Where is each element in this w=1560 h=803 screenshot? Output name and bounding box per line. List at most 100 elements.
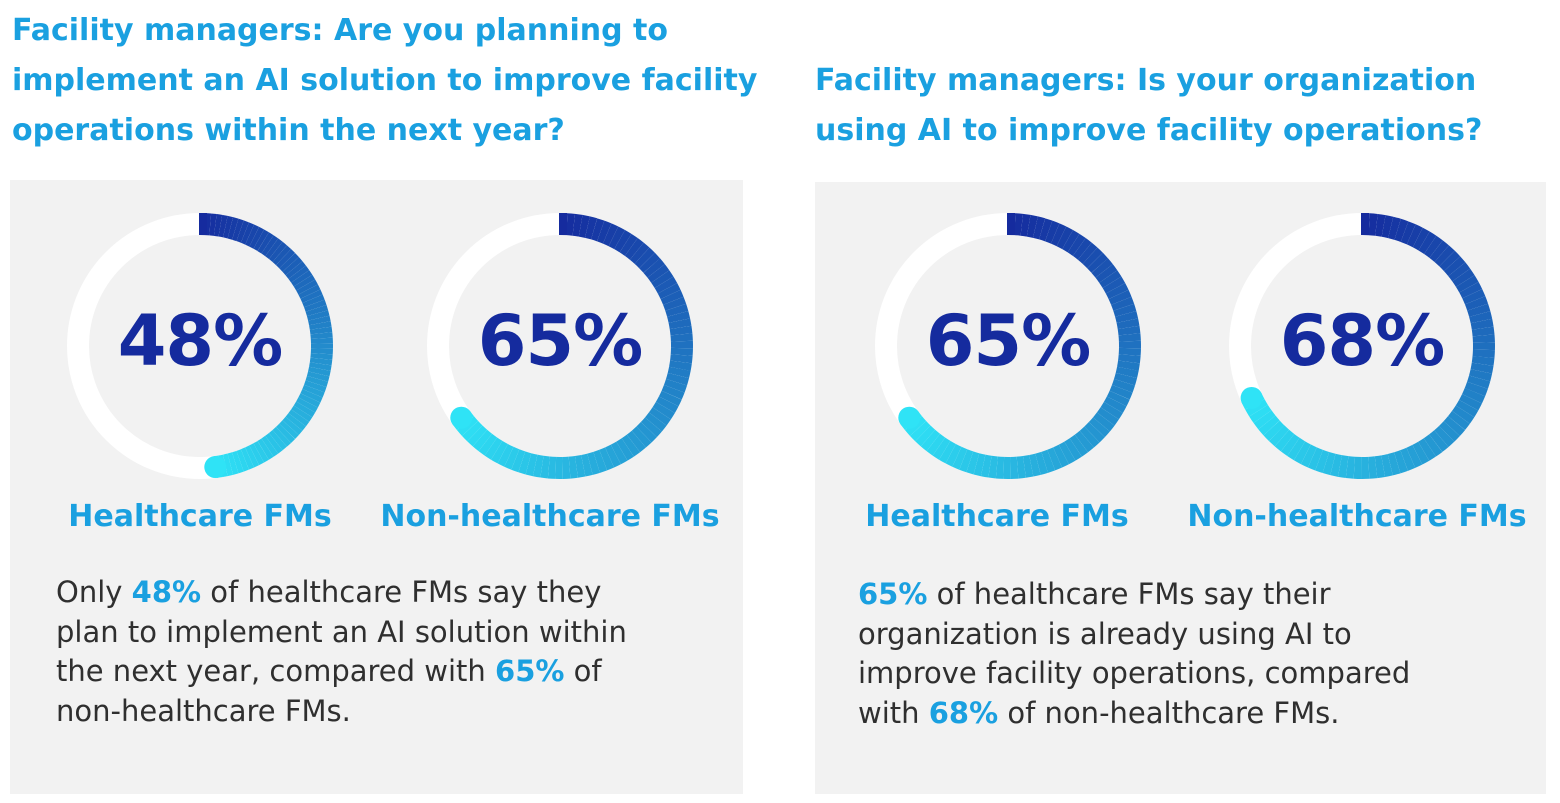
donut-arc-segment [1103,396,1127,413]
donut-arc-segment [279,252,299,272]
donut-arc-segment [1418,438,1436,461]
donut-arc-segment [305,304,329,317]
donut-arc-segment [532,454,544,478]
donut-arc-segment [574,454,586,478]
donut-arc-segment [590,218,605,242]
highlight-percent: 65% [858,577,928,611]
description-segment: with [858,695,929,730]
donut-arc-segment [1375,213,1386,237]
donut-arc-segment [249,226,265,249]
donut-arc-segment [1462,288,1486,305]
donut-value-arc [199,213,333,479]
donut-arc-end-cap [204,456,227,479]
donut-arc-segment [268,429,287,451]
donut-arc-segment [291,270,313,287]
donut-arc-segment [308,315,331,326]
donut-arc-start-cap [559,213,567,235]
donut-arc-segment [472,429,493,452]
donut-arc-segment [249,443,265,466]
donut-arc-segment [1400,447,1416,471]
donut-arc-segment [461,420,483,442]
donut-arc-segment [655,396,679,413]
donut-arc-segment [1041,449,1056,473]
donut-arc-segment [272,245,292,266]
donut-arc-segment [1062,229,1080,253]
donut-arc-segment [1467,375,1491,389]
donut-arc-segment [939,440,956,464]
donut-arc-segment [253,229,269,252]
donut-arc-segment [282,257,303,276]
donut-arc-segment [605,444,621,468]
donut-arc-segment [1439,250,1461,272]
donut-value-arc [898,213,1141,479]
donut-arc-segment [602,223,619,247]
donut-arc-segment [300,289,323,304]
donut-arc-start-cap [1007,213,1015,235]
donut-arc-segment [478,433,498,456]
highlight-percent: 68% [928,695,999,730]
donut-arc-segment [223,215,234,239]
description-segment: plan to implement an AI solution within [56,614,627,649]
donut-arc-segment [1115,311,1139,323]
donut-arc-segment [298,393,321,408]
donut-arc-segment [1099,270,1122,289]
donut-arc-segment [639,252,660,273]
donut-arc-segment [1447,410,1470,431]
donut-arc-segment [669,325,693,336]
description-line: plan to implement an AI solution within [56,613,627,653]
donut-chart-non-healthcare: 65% [415,201,705,491]
donut-arc-segment [279,420,299,440]
donut-arc-segment [227,452,239,475]
donut-arc-segment [1434,425,1455,447]
description-segment: of healthcare FMs say their [927,577,1331,611]
donut-arc-segment [1469,311,1493,324]
donut-arc-segment [304,299,327,312]
donut-arc-segment [1470,362,1494,374]
stats-card: 48% 65% Healthcare FMs Non-healthcare FM… [10,180,743,794]
donut-arc-segment [959,449,974,473]
donut-arc-segment [1443,416,1466,437]
description-line: non-healthcare FMs. [56,692,627,732]
description-segment: non-healthcare FMs. [56,693,351,728]
donut-arc-segment [1394,450,1408,474]
donut-arc-segment [1423,434,1443,457]
donut-svg [1229,212,1495,479]
donut-arc-segment [1079,426,1100,448]
donut-arc-segment [1072,238,1092,260]
donut-arc-end-cap [1240,386,1263,409]
donut-arc-segment [305,375,329,388]
description-line: 65% of healthcare FMs say their [858,575,1410,615]
donut-arc-segment [1330,453,1343,477]
donut-arc-segment [275,423,296,443]
donut-arc-segment [1470,318,1494,330]
donut-arc-segment [1467,303,1491,317]
donut-arc-segment [1412,441,1430,465]
donut-arc-segment [1116,318,1140,330]
donut-arc-segment [1374,455,1386,479]
donut-arc-segment [1388,216,1401,240]
donut-arc-segment [1429,430,1449,452]
donut-arc-segment [268,241,287,263]
donut-arc-segment [236,449,249,472]
donut-arc-segment [1014,213,1024,236]
donut-arc-segment [253,440,269,463]
donut-arc-segment [926,433,946,456]
donut-arc-segment [654,276,678,294]
donut-arc-segment [1092,412,1115,432]
donut-chart-healthcare: 65% [863,201,1153,491]
donut-arc-segment [213,214,223,237]
donut-arc-segment [920,429,941,452]
description-segment: improve facility operations, compared [858,656,1411,690]
donut-arc-segment [644,412,667,432]
donut-arc-segment [1091,258,1113,278]
donut-arc-segment [629,242,650,264]
donut-arc-segment [658,390,682,407]
donut-arc-segment [634,247,655,269]
donut-arc-segment [1096,407,1119,426]
donut-arc-segment [309,321,332,330]
donut-svg [67,213,333,479]
donut-arc-start-cap [199,213,207,235]
donut-arc-segment [980,454,992,478]
question-title-line: Facility managers: Is your organization [815,63,1477,98]
donut-arc-segment [288,265,310,283]
